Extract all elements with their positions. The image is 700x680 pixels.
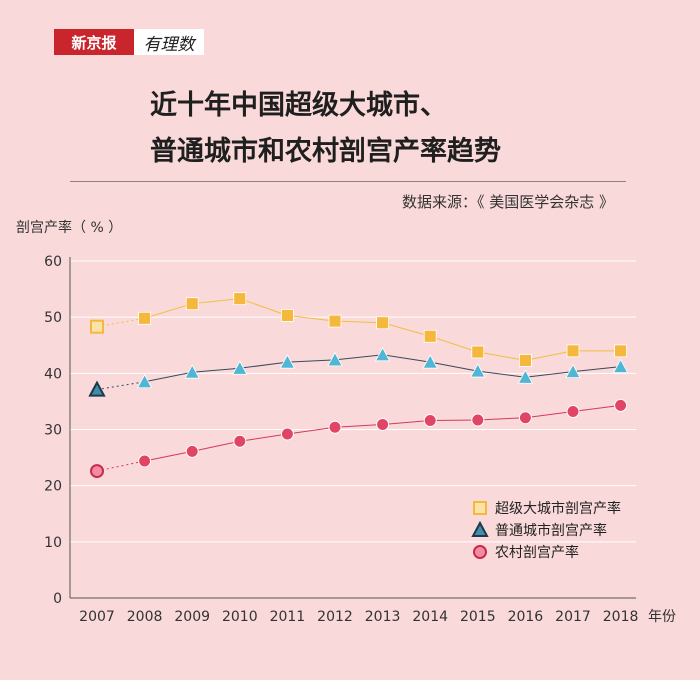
series-line bbox=[144, 404, 621, 462]
x-tick-label: 2012 bbox=[317, 609, 353, 625]
data-point bbox=[471, 413, 485, 427]
data-point bbox=[328, 314, 342, 328]
x-tick-label: 2010 bbox=[222, 609, 258, 625]
data-point bbox=[88, 380, 106, 397]
x-tick-label: 2017 bbox=[555, 609, 591, 625]
data-point bbox=[565, 363, 581, 379]
y-tick-label: 40 bbox=[44, 366, 62, 382]
legend-marker bbox=[473, 501, 487, 515]
title-divider bbox=[70, 181, 626, 182]
x-axis-label: 年份 bbox=[648, 609, 676, 625]
data-point bbox=[566, 405, 580, 419]
data-point bbox=[519, 354, 532, 367]
data-source: 数据来源：《 美国医学会杂志 》 bbox=[401, 193, 614, 211]
data-point bbox=[90, 319, 104, 334]
data-point bbox=[612, 358, 629, 373]
y-axis-label: 剖宫产率（ % ） bbox=[16, 219, 122, 236]
legend-label: 普通城市剖宫产率 bbox=[495, 522, 607, 539]
data-point bbox=[90, 464, 104, 479]
x-tick-label: 2011 bbox=[270, 609, 306, 625]
brand-name: 新京报 bbox=[54, 29, 134, 55]
legend-label: 农村剖宫产率 bbox=[495, 544, 579, 561]
x-tick-label: 2013 bbox=[365, 609, 401, 625]
x-tick-label: 2008 bbox=[127, 609, 163, 625]
series-line-dashed bbox=[96, 460, 145, 472]
x-tick-label: 2014 bbox=[412, 609, 448, 625]
brand-logo: 新京报 有理数 bbox=[54, 29, 204, 55]
x-tick-label: 2016 bbox=[508, 609, 544, 625]
data-point bbox=[184, 364, 200, 379]
y-tick-label: 20 bbox=[44, 479, 62, 495]
title-line-2: 普通城市和农村剖宫产率趋势 bbox=[150, 136, 501, 167]
y-tick-label: 30 bbox=[44, 423, 62, 439]
data-point bbox=[185, 297, 199, 311]
x-tick-label: 2009 bbox=[174, 609, 210, 625]
y-tick-label: 10 bbox=[44, 535, 62, 551]
data-point bbox=[376, 316, 390, 330]
data-point bbox=[233, 292, 247, 306]
legend-marker bbox=[473, 545, 487, 559]
data-point bbox=[566, 344, 580, 358]
data-point bbox=[470, 363, 486, 378]
data-point bbox=[422, 354, 438, 369]
title-line-1: 近十年中国超级大城市、 bbox=[150, 90, 447, 121]
data-point bbox=[374, 346, 391, 362]
x-tick-label: 2007 bbox=[79, 609, 115, 625]
data-point bbox=[138, 311, 152, 325]
chart-title: 近十年中国超级大城市、 普通城市和农村剖宫产率趋势 bbox=[150, 83, 670, 175]
series-line-dashed bbox=[96, 381, 145, 391]
data-point bbox=[518, 411, 532, 425]
data-point bbox=[280, 427, 294, 441]
data-point bbox=[376, 417, 390, 431]
y-tick-label: 0 bbox=[53, 591, 62, 607]
series-line-dashed bbox=[96, 317, 145, 328]
legend-label: 超级大城市剖宫产率 bbox=[495, 500, 621, 517]
data-point bbox=[279, 354, 296, 369]
legend-marker bbox=[471, 520, 489, 537]
data-point bbox=[517, 369, 534, 384]
data-point bbox=[233, 434, 247, 448]
x-tick-label: 2015 bbox=[460, 609, 496, 625]
column-name: 有理数 bbox=[134, 29, 204, 55]
data-point bbox=[185, 444, 199, 458]
data-point bbox=[423, 329, 437, 343]
data-point bbox=[280, 309, 294, 322]
data-point bbox=[614, 344, 627, 358]
data-point bbox=[327, 352, 343, 367]
data-point bbox=[232, 360, 248, 375]
data-point bbox=[328, 420, 342, 434]
data-point bbox=[614, 398, 628, 412]
y-tick-label: 60 bbox=[44, 254, 62, 270]
x-tick-label: 2018 bbox=[603, 609, 639, 625]
y-tick-label: 50 bbox=[44, 310, 62, 326]
data-point bbox=[471, 345, 485, 359]
data-point bbox=[136, 373, 153, 389]
data-point bbox=[423, 414, 437, 428]
data-point bbox=[138, 454, 152, 468]
